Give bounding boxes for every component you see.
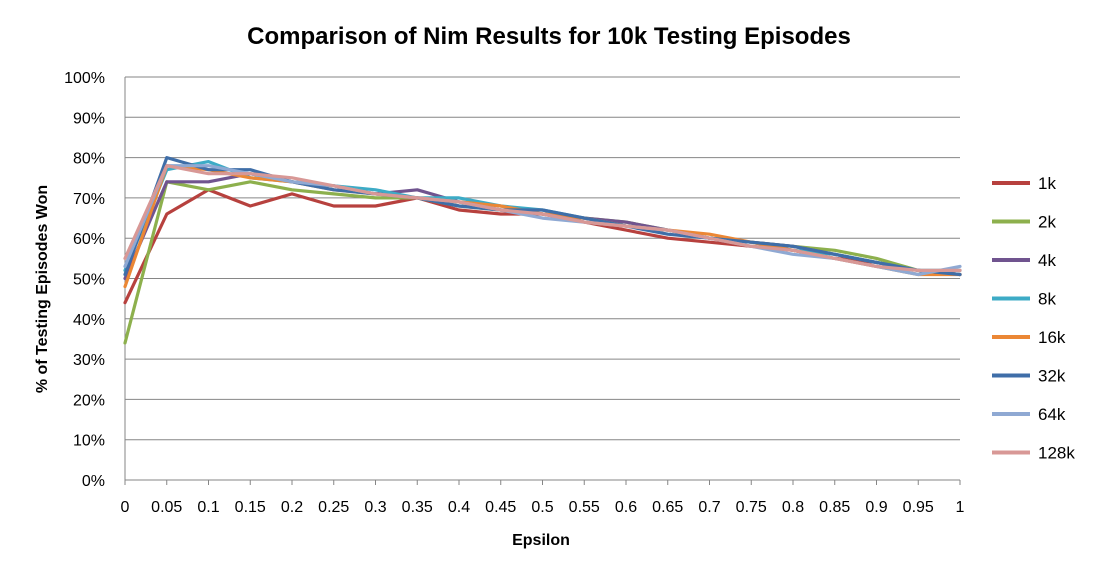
y-axis-label: % of Testing Episodes Won [34, 185, 51, 393]
x-tick-label: 0.65 [652, 499, 683, 516]
y-tick-label: 30% [73, 352, 105, 369]
x-tick-label: 0.8 [782, 499, 804, 516]
x-tick-label: 0.55 [569, 499, 600, 516]
series-lines [123, 156, 962, 345]
y-tick-label: 40% [73, 312, 105, 329]
x-tick-label: 0.95 [903, 499, 934, 516]
x-tick-label: 0.5 [531, 499, 553, 516]
series-line-1k [123, 188, 962, 305]
legend-label-64k: 64k [1038, 405, 1066, 424]
y-tick-label: 80% [73, 151, 105, 168]
legend-label-1k: 1k [1038, 174, 1056, 193]
x-tick-label: 0.15 [235, 499, 266, 516]
legend-label-8k: 8k [1038, 290, 1056, 309]
y-tick-label: 90% [73, 110, 105, 127]
x-tick-label: 0.75 [736, 499, 767, 516]
y-tick-label: 0% [82, 473, 105, 490]
x-tick-label: 0 [121, 499, 130, 516]
x-tick-label: 0.1 [197, 499, 219, 516]
legend-label-16k: 16k [1038, 328, 1066, 347]
y-tick-label: 60% [73, 231, 105, 248]
legend-label-128k: 128k [1038, 444, 1075, 463]
x-tick-label: 0.2 [281, 499, 303, 516]
gridlines [125, 76, 960, 441]
y-tick-labels: 0% 10% 20% 30% 40% 50% 60% 70% 80% 90% 100% [64, 70, 105, 490]
y-tick-label: 100% [64, 70, 105, 87]
x-tick-label: 0.25 [318, 499, 349, 516]
x-tick-label: 0.3 [364, 499, 386, 516]
x-tick-label: 0.4 [448, 499, 470, 516]
x-axis-label: Epsilon [512, 532, 570, 549]
x-tick-label: 0.05 [151, 499, 182, 516]
y-tick-label: 70% [73, 191, 105, 208]
x-tick-labels: 0 0.05 0.1 0.15 0.2 0.25 0.3 0.35 0.4 0.45 0.5 0.55… [121, 499, 965, 516]
y-tick-label: 10% [73, 433, 105, 450]
legend-label-4k: 4k [1038, 251, 1056, 270]
series-line-4k [123, 172, 962, 281]
x-tick-label: 0.35 [402, 499, 433, 516]
x-tick-label: 1 [956, 499, 965, 516]
y-tick-label: 20% [73, 392, 105, 409]
legend-label-2k: 2k [1038, 213, 1056, 232]
x-tick-label: 0.85 [819, 499, 850, 516]
x-tick-label: 0.6 [615, 499, 637, 516]
series-line-16k [123, 164, 962, 289]
y-tick-label: 50% [73, 272, 105, 289]
axes [124, 77, 961, 485]
chart-title: Comparison of Nim Results for 10k Testin… [247, 23, 851, 50]
series-line-128k [123, 164, 962, 272]
legend-label-32k: 32k [1038, 367, 1066, 386]
legend: 1k 2k 4k 8k 16k 32k 64k 128k [992, 174, 1075, 463]
x-tick-label: 0.9 [865, 499, 887, 516]
x-tick-label: 0.45 [485, 499, 516, 516]
x-tick-label: 0.7 [698, 499, 720, 516]
